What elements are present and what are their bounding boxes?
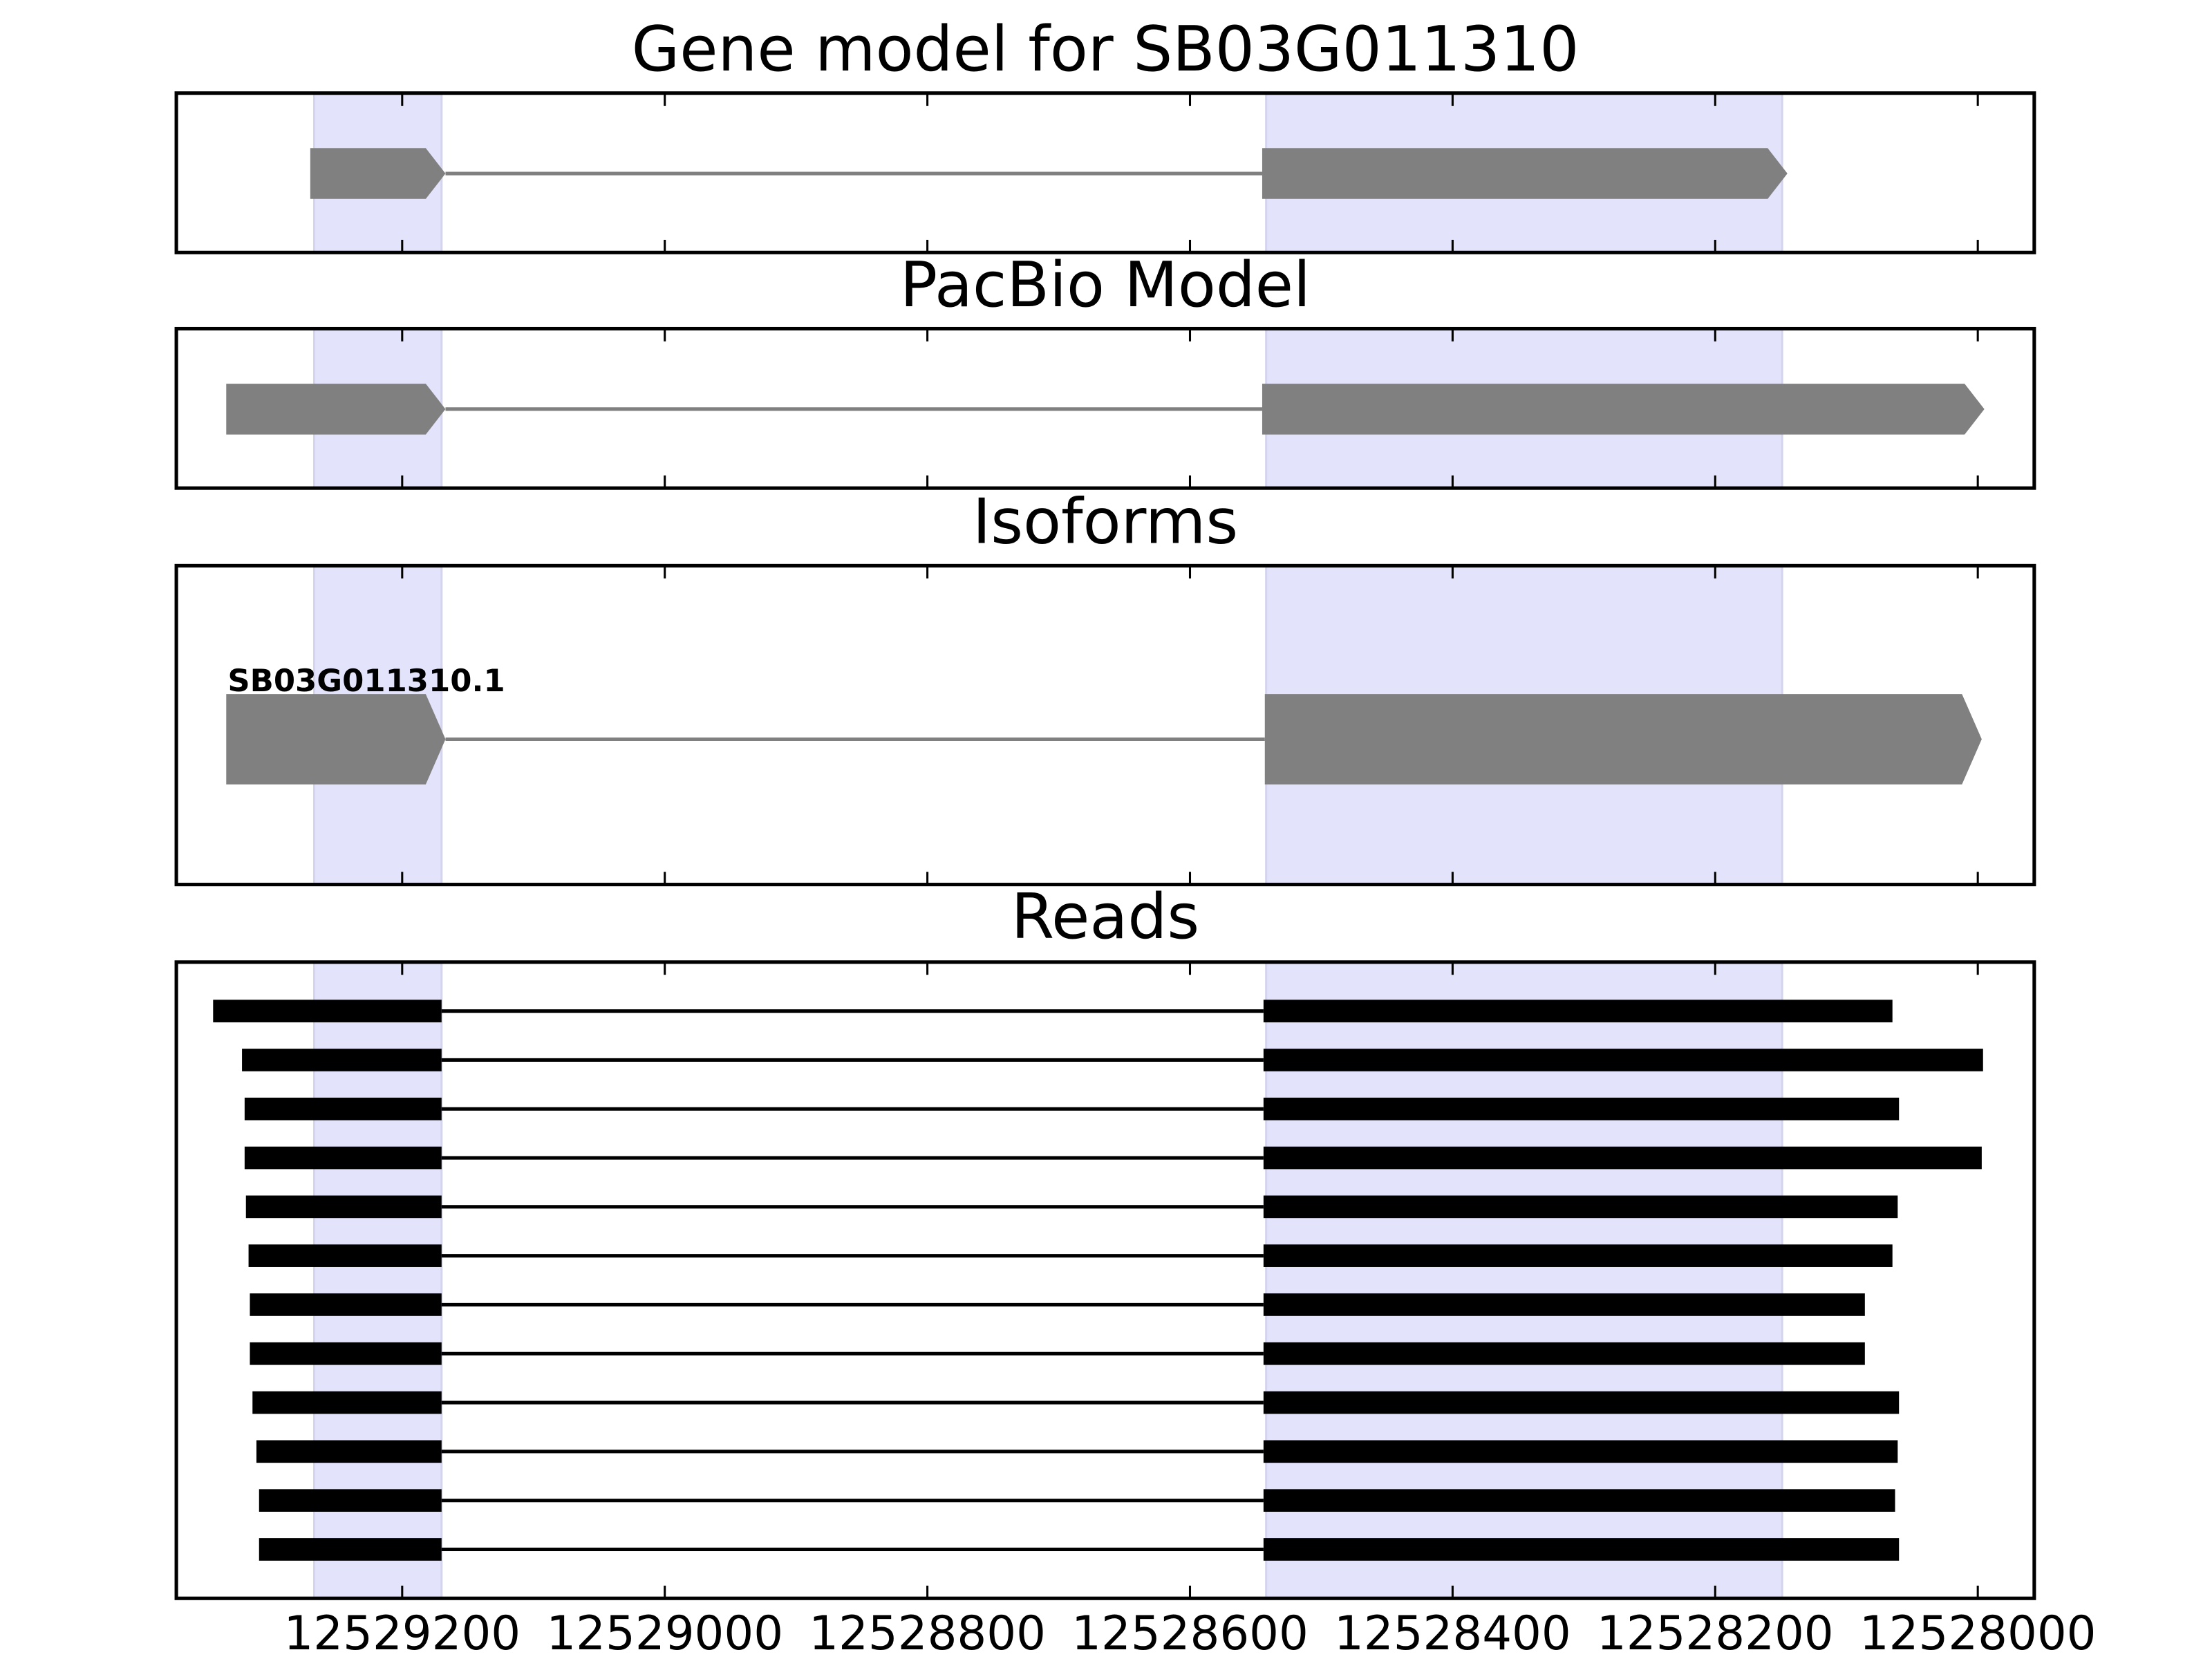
panel-title: Gene model for SB03G011310: [632, 14, 1580, 86]
read-block: [252, 1391, 442, 1414]
x-tick-label: 12529000: [546, 1606, 783, 1659]
exon: [1262, 384, 1985, 435]
read-block: [245, 1195, 442, 1219]
panel-title: Reads: [1011, 881, 1199, 953]
read-block: [1263, 1440, 1898, 1463]
read-block: [1263, 1146, 1982, 1170]
read-block: [1263, 1489, 1895, 1512]
read-block: [1263, 1538, 1900, 1561]
read-block: [213, 1000, 442, 1022]
panel: PacBio Model: [174, 250, 2036, 490]
read-block: [1263, 1244, 1893, 1267]
panel: Gene model for SB03G011310: [174, 14, 2036, 254]
x-tick-label: 12528600: [1071, 1606, 1309, 1659]
x-tick-label: 12528000: [1859, 1606, 2097, 1659]
x-tick-label: 12528800: [809, 1606, 1046, 1659]
exon: [310, 148, 446, 199]
read-block: [259, 1489, 442, 1512]
x-tick-label: 12528200: [1597, 1606, 1834, 1659]
exon: [226, 694, 446, 785]
read-block: [250, 1342, 442, 1365]
panel-title: PacBio Model: [900, 250, 1311, 321]
read-block: [1263, 1000, 1893, 1022]
exon: [1264, 694, 1982, 785]
panel: Isoforms SB03G011310.1: [174, 487, 2036, 887]
panel-frame: [174, 960, 2036, 1600]
isoform-label: SB03G011310.1: [227, 662, 505, 699]
read-block: [250, 1293, 442, 1316]
read-block: [259, 1538, 442, 1561]
read-block: [1263, 1342, 1865, 1365]
read-block: [1263, 1049, 1983, 1071]
read-block: [242, 1049, 442, 1071]
read-block: [1263, 1391, 1900, 1414]
read-block: [256, 1440, 442, 1463]
panel-frame: [174, 91, 2036, 254]
read-block: [244, 1146, 442, 1170]
exon: [1262, 148, 1788, 199]
panel-frame: [174, 326, 2036, 490]
panel-frame: [174, 563, 2036, 887]
panel-title: Isoforms: [973, 487, 1238, 559]
read-block: [1263, 1195, 1898, 1219]
read-block: [248, 1244, 442, 1267]
x-tick-label: 12528400: [1334, 1606, 1571, 1659]
read-block: [1263, 1293, 1865, 1316]
read-block: [1263, 1097, 1900, 1121]
panel: Reads 12529200 12529000 12528800 12528600 125…: [174, 881, 2097, 1659]
exon: [226, 384, 446, 435]
x-tick-label: 12529200: [283, 1606, 521, 1659]
read-block: [244, 1097, 442, 1121]
